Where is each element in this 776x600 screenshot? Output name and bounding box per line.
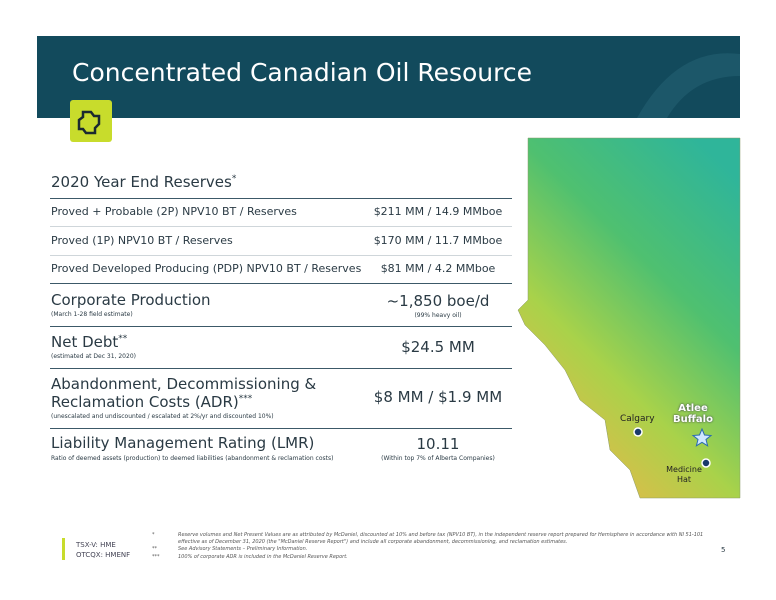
footnote-marker: ** [152, 546, 157, 552]
page-number: 5 [721, 546, 726, 554]
metric-value: $24.5 MM [401, 338, 475, 356]
tickers: TSX-V: HME OTCQX: HMENF [76, 541, 131, 559]
metric-value: 10.11 [416, 435, 460, 453]
row-label: Proved + Probable (2P) NPV10 BT / Reserv… [51, 205, 297, 218]
metric-value: $8 MM / $1.9 MM [373, 388, 503, 406]
metric-note: (March 1-28 field estimate) [51, 311, 133, 318]
map-label: Medicine Hat [666, 465, 702, 484]
footnote: Reserve volumes and Net Present Values a… [178, 532, 704, 545]
alberta-map [517, 137, 741, 499]
metric-value: ~1,850 boe/d [386, 292, 490, 310]
metric-value-note: (99% heavy oil) [414, 312, 462, 319]
metric-title: Abandonment, Decommissioning & [51, 375, 317, 393]
rule [50, 368, 512, 369]
metric-title: Liability Management Rating (LMR) [51, 434, 315, 452]
rule [50, 255, 512, 256]
map-label: Atlee Buffalo [673, 403, 713, 425]
accent [62, 538, 65, 560]
metric-note: (estimated at Dec 31, 2020) [51, 353, 136, 360]
reserves-title: 2020 Year End Reserves* [51, 173, 237, 191]
metric-note: (unescalated and undiscounted / escalate… [51, 413, 274, 420]
metric-title: Reclamation Costs (ADR)*** [51, 393, 253, 411]
metric-note: Ratio of deemed assets (production) to d… [51, 455, 334, 462]
watermark [637, 53, 740, 118]
logo [70, 100, 112, 142]
title: Concentrated Canadian Oil Resource [72, 58, 532, 87]
footnote: 100% of corporate ADR is included in the… [178, 554, 348, 560]
row-label: Proved Developed Producing (PDP) NPV10 B… [51, 262, 362, 275]
footnote-marker: *** [152, 554, 160, 560]
rule [50, 198, 512, 199]
row-value: $211 MM / 14.9 MMboe [373, 205, 503, 218]
metric-title: Corporate Production [51, 291, 211, 309]
rule [50, 226, 512, 227]
rule [50, 283, 512, 284]
rule [50, 428, 512, 429]
footnote: See Advisory Statements – Preliminary In… [178, 546, 308, 552]
map-label: Calgary [620, 414, 655, 424]
row-value: $81 MM / 4.2 MMboe [380, 262, 496, 275]
metric-value-note: (Within top 7% of Alberta Companies) [381, 455, 495, 462]
footnote-marker: * [152, 532, 155, 538]
row-value: $170 MM / 11.7 MMboe [373, 234, 503, 247]
rule [50, 326, 512, 327]
row-label: Proved (1P) NPV10 BT / Reserves [51, 234, 233, 247]
header-band [37, 36, 740, 118]
metric-title: Net Debt** [51, 333, 128, 351]
